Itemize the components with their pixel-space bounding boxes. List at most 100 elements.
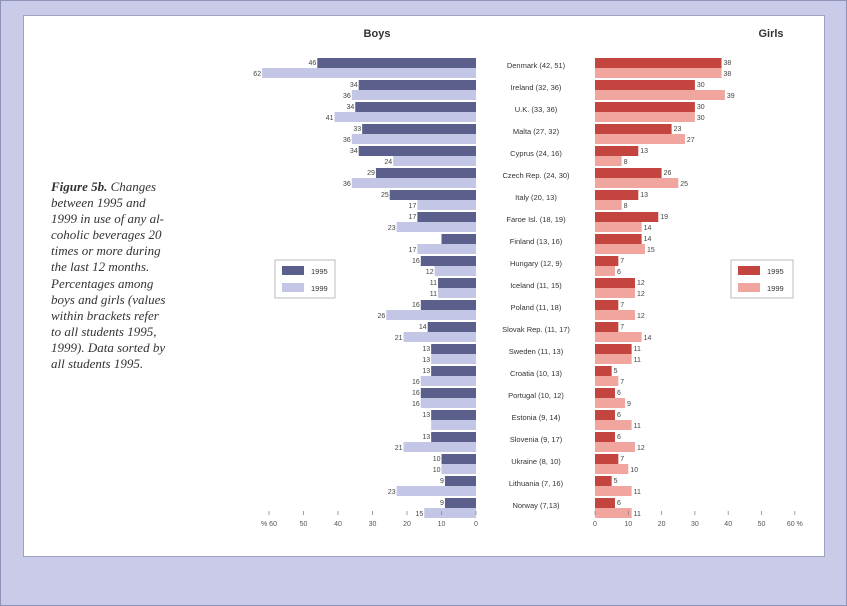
boys-value-label-1995: 9 xyxy=(440,478,444,485)
girls-value-label-1999: 38 xyxy=(724,71,732,78)
boys-value-label-1999: 36 xyxy=(343,137,351,144)
girls-bar-1999 xyxy=(595,398,625,408)
girls-legend-swatch-1995 xyxy=(738,266,760,275)
girls-value-label-1995: 7 xyxy=(620,456,624,463)
category-label: Malta (27, 32) xyxy=(513,127,560,136)
girls-value-label-1995: 7 xyxy=(620,302,624,309)
boys-value-label-1995: 14 xyxy=(419,324,427,331)
boys-bar-1995 xyxy=(420,388,476,398)
girls-bar-1995 xyxy=(595,388,615,398)
girls-bar-1999 xyxy=(595,310,635,320)
category-label: Lithuania (7, 16) xyxy=(509,479,564,488)
girls-bar-1995 xyxy=(595,234,642,244)
boys-bar-1999 xyxy=(417,200,476,210)
boys-value-label-1999: 11 xyxy=(430,291,437,298)
boys-bar-1999 xyxy=(334,112,476,122)
girls-bar-1995 xyxy=(595,300,619,310)
girls-value-label-1995: 7 xyxy=(620,258,624,265)
boys-bar-1999 xyxy=(420,398,476,408)
girls-legend-swatch-1999 xyxy=(738,283,760,292)
boys-value-label-1995: 10 xyxy=(433,456,441,463)
girls-value-label-1995: 19 xyxy=(660,214,668,221)
girls-value-label-1995: 12 xyxy=(637,280,645,287)
category-label: Ukraine (8, 10) xyxy=(511,457,561,466)
girls-bar-1999 xyxy=(595,90,725,100)
boys-bar-1999 xyxy=(262,68,476,78)
boys-value-label-1995: 17 xyxy=(409,214,417,221)
girls-value-label-1999: 10 xyxy=(630,467,638,474)
boys-bar-1999 xyxy=(431,420,476,430)
girls-bar-1999 xyxy=(595,178,679,188)
girls-bar-1995 xyxy=(595,454,619,464)
boys-value-label-1999: 23 xyxy=(388,489,396,496)
girls-value-label-1995: 6 xyxy=(617,434,621,441)
girls-value-label-1995: 6 xyxy=(617,412,621,419)
boys-bar-1999 xyxy=(351,178,476,188)
boys-tick-label: 30 xyxy=(369,521,377,528)
boys-bar-1999 xyxy=(417,244,476,254)
boys-bar-1995 xyxy=(431,410,476,420)
girls-bar-1999 xyxy=(595,266,615,276)
boys-bar-1995 xyxy=(431,366,476,376)
girls-value-label-1999: 8 xyxy=(624,159,628,166)
boys-value-label-1995: 29 xyxy=(367,170,375,177)
category-label: Hungary (12, 9) xyxy=(510,259,563,268)
girls-bar-1995 xyxy=(595,80,695,90)
category-label: Finland (13, 16) xyxy=(510,237,563,246)
boys-bar-1995 xyxy=(375,168,476,178)
boys-value-label-1999: 23 xyxy=(388,225,396,232)
boys-value-label-1999: 17 xyxy=(409,203,417,210)
boys-bar-1995 xyxy=(444,476,476,486)
girls-value-label-1999: 12 xyxy=(637,313,645,320)
girls-value-label-1995: 6 xyxy=(617,500,621,507)
girls-value-label-1999: 14 xyxy=(644,335,652,342)
boys-bar-1999 xyxy=(403,332,476,342)
girls-bar-1999 xyxy=(595,112,695,122)
category-label: Portugal (10, 12) xyxy=(508,391,564,400)
boys-legend-label-1995: 1995 xyxy=(311,267,328,276)
category-label: Czech Rep. (24, 30) xyxy=(502,171,570,180)
boys-value-label-1999: 10 xyxy=(433,467,441,474)
boys-value-label-1995: 34 xyxy=(350,148,358,155)
boys-legend-label-1999: 1999 xyxy=(311,284,328,293)
boys-bar-1995 xyxy=(389,190,476,200)
girls-bar-1999 xyxy=(595,464,629,474)
boys-tick-label: 40 xyxy=(334,521,342,528)
girls-value-label-1995: 5 xyxy=(614,478,618,485)
boys-bar-1995 xyxy=(417,212,476,222)
girls-bar-1999 xyxy=(595,376,619,386)
boys-tick-label: % 60 xyxy=(261,521,277,528)
boys-value-label-1999: 24 xyxy=(384,159,392,166)
girls-bar-1995 xyxy=(595,146,639,156)
boys-value-label-1999: 15 xyxy=(415,511,423,518)
girls-value-label-1999: 6 xyxy=(617,269,621,276)
boys-bar-1995 xyxy=(431,344,476,354)
girls-bar-1995 xyxy=(595,278,635,288)
girls-value-label-1999: 12 xyxy=(637,445,645,452)
boys-value-label-1999: 41 xyxy=(326,115,334,122)
girls-bar-1999 xyxy=(595,222,642,232)
boys-bar-1995 xyxy=(317,58,476,68)
boys-value-label-1995: 13 xyxy=(422,412,430,419)
girls-bar-1995 xyxy=(595,498,615,508)
girls-value-label-1995: 23 xyxy=(674,126,682,133)
boys-bar-1999 xyxy=(431,354,476,364)
caption-text: Changes between 1995 and 1999 in use of … xyxy=(51,179,166,372)
boys-tick-label: 0 xyxy=(474,521,478,528)
girls-value-label-1995: 30 xyxy=(697,82,705,89)
girls-value-label-1999: 25 xyxy=(680,181,688,188)
girls-value-label-1995: 13 xyxy=(640,148,648,155)
boys-value-label-1999: 16 xyxy=(412,379,420,386)
girls-tick-label: 40 xyxy=(724,521,732,528)
girls-tick-label: 30 xyxy=(691,521,699,528)
category-label: Estonia (9, 14) xyxy=(512,413,561,422)
boys-tick-label: 50 xyxy=(300,521,308,528)
boys-value-label-1999: 17 xyxy=(409,247,417,254)
boys-value-label-1995: 46 xyxy=(309,60,317,67)
category-label: Denmark (42, 51) xyxy=(507,61,566,70)
category-label: Iceland (11, 15) xyxy=(510,281,562,290)
boys-bar-1995 xyxy=(362,124,476,134)
category-label: U.K. (33, 36) xyxy=(515,105,558,114)
boys-bar-1999 xyxy=(441,464,476,474)
girls-value-label-1995: 30 xyxy=(697,104,705,111)
